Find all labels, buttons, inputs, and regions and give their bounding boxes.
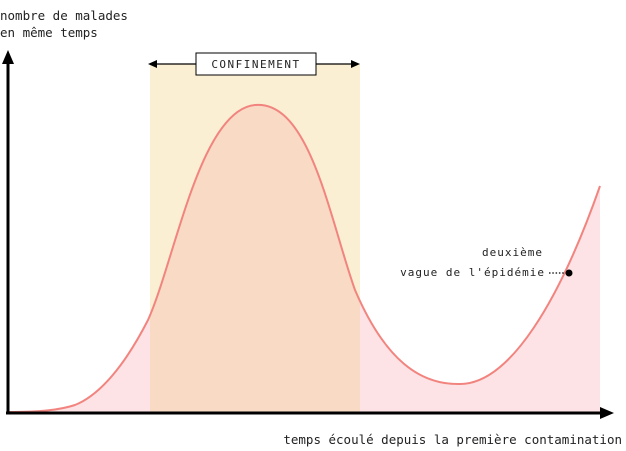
confinement-arrow-left: [148, 60, 157, 68]
second-wave-marker: [565, 269, 573, 277]
y-axis-label-line2: en même temps: [0, 25, 98, 40]
y-axis-label-line1: nombre de malades: [0, 8, 128, 23]
y-axis-arrowhead: [2, 50, 14, 64]
confinement-label-box: [195, 52, 317, 76]
confinement-label: CONFINEMENT: [211, 58, 300, 71]
annotation-line2: vague de l'épidémie: [400, 266, 545, 279]
x-axis-arrowhead: [600, 407, 614, 419]
confinement-arrow-right: [351, 60, 360, 68]
epidemic-curve: [7, 103, 601, 413]
x-axis-label: temps écoulé depuis la première contamin…: [283, 432, 622, 447]
annotation-line1: deuxième: [482, 246, 543, 259]
